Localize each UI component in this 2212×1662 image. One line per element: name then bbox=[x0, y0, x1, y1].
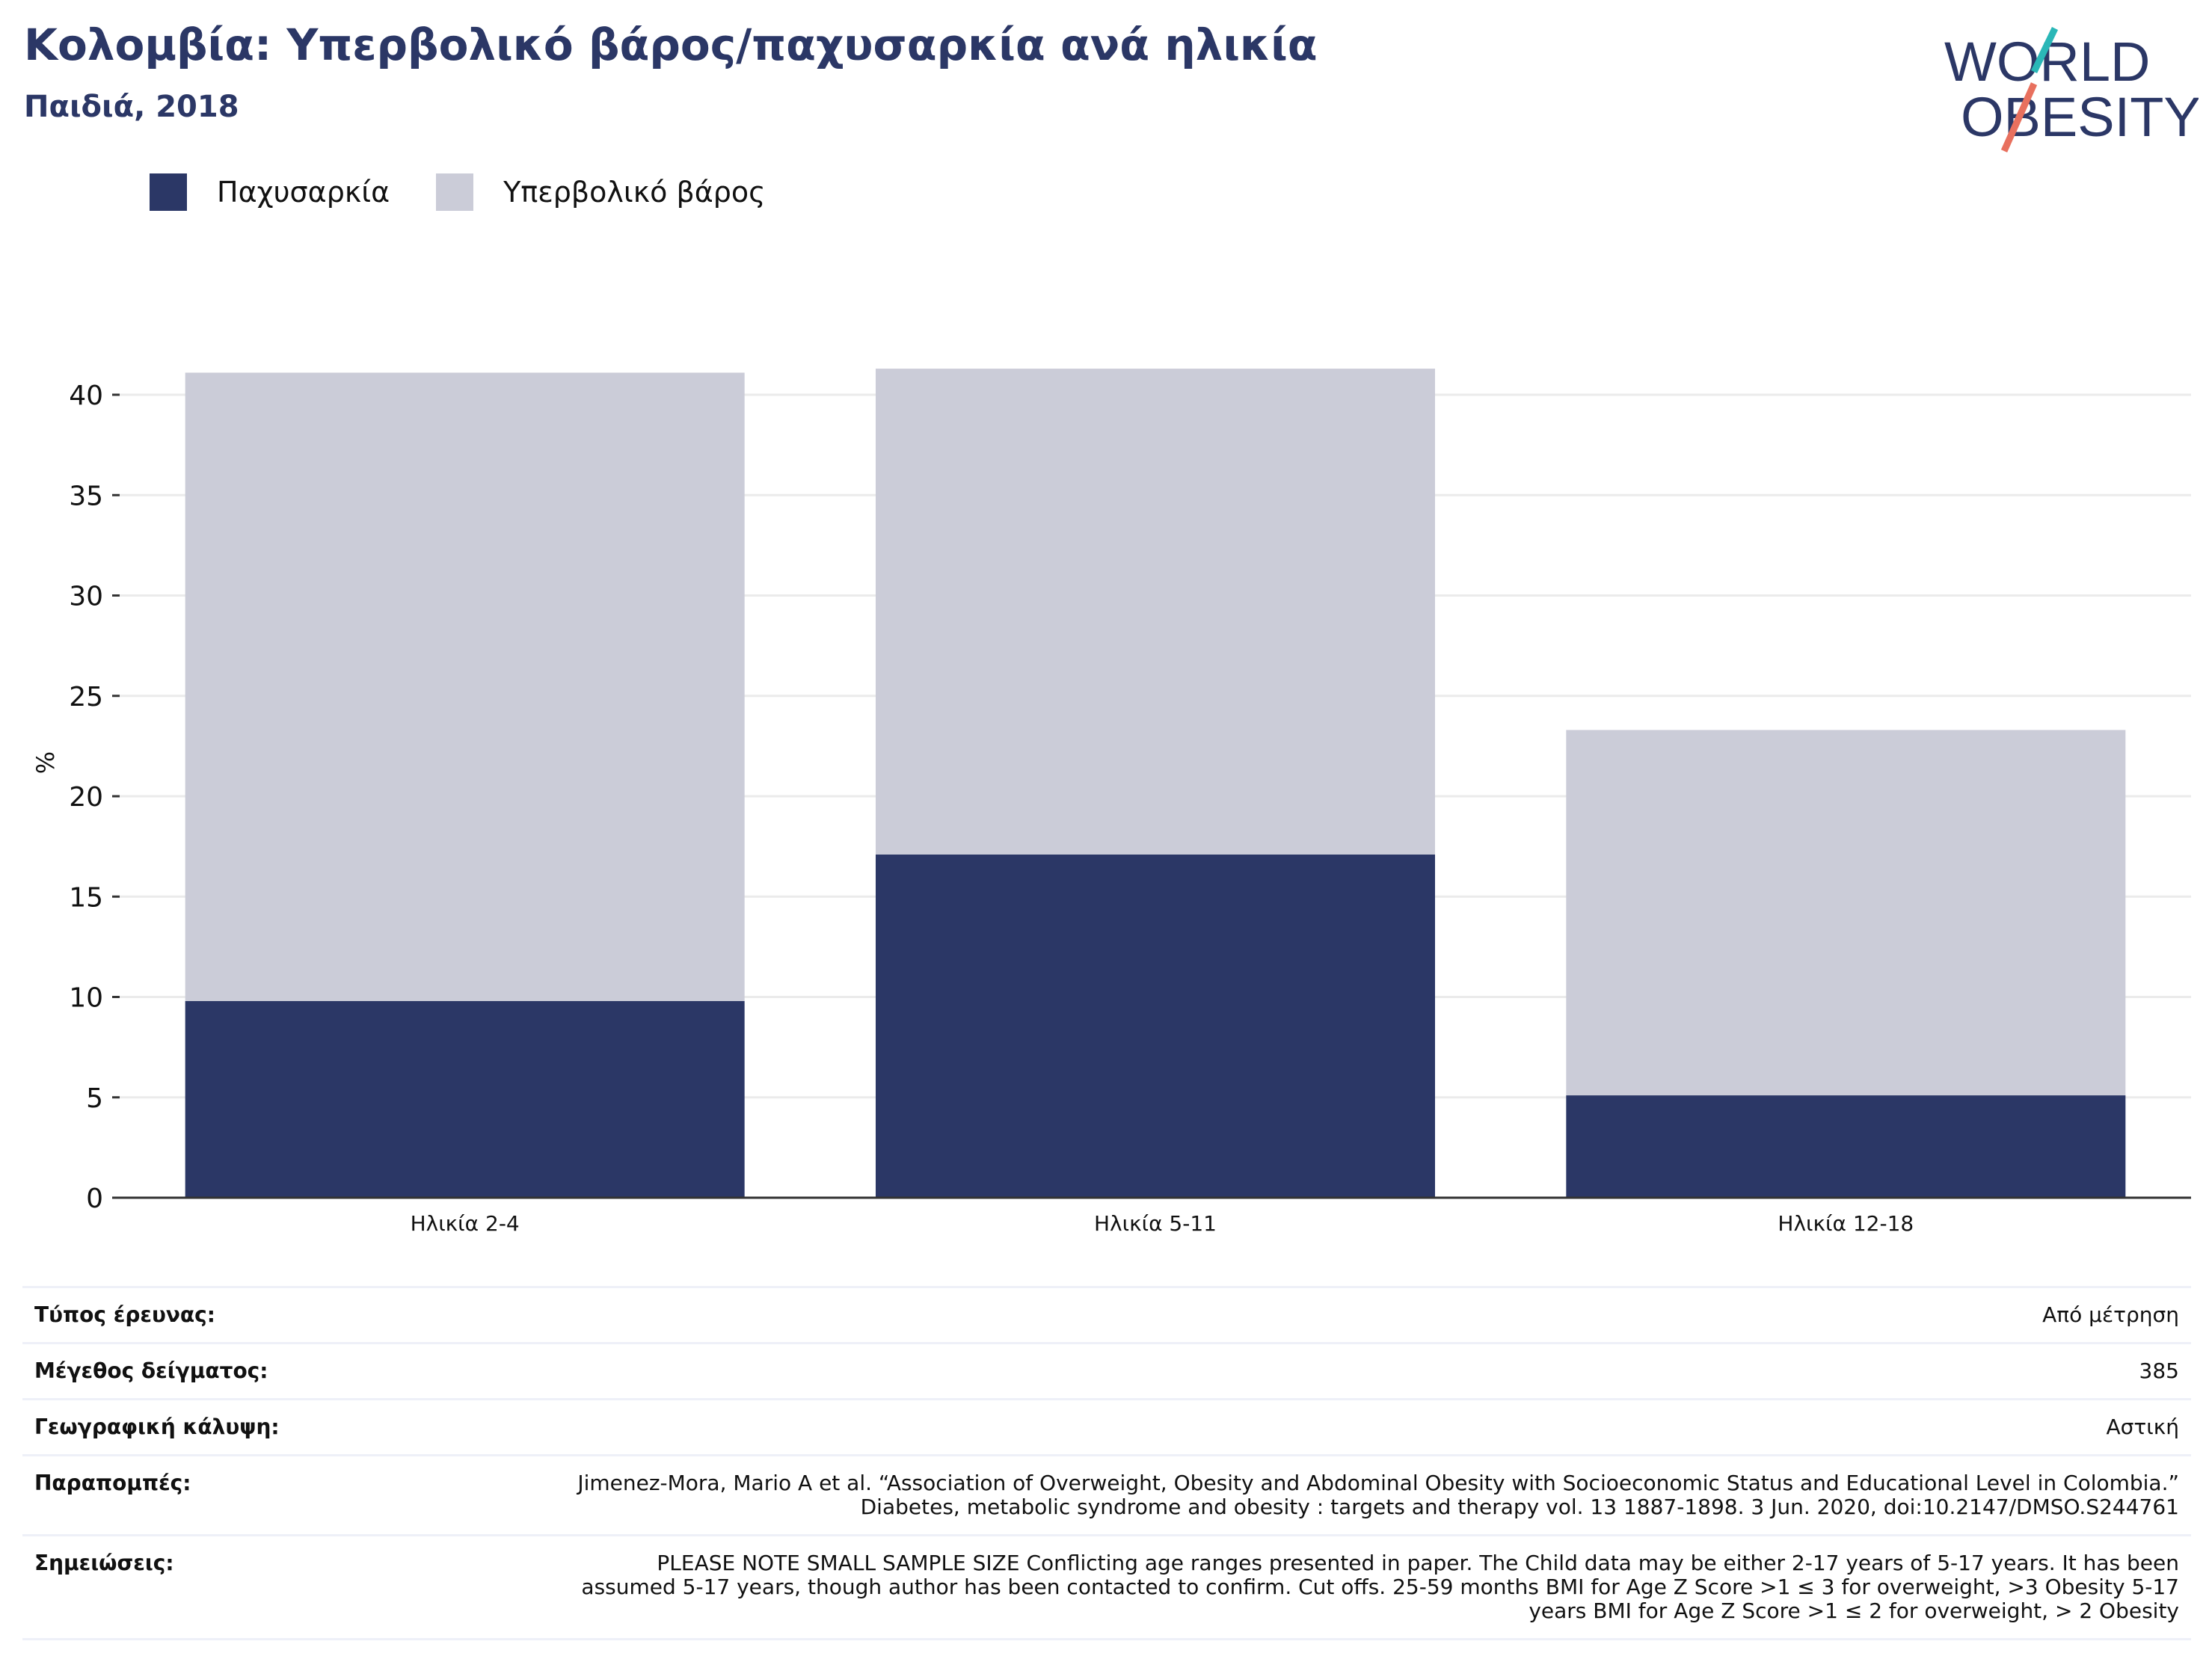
legend-swatch-obesity bbox=[150, 173, 187, 211]
info-row: Σημειώσεις: PLEASE NOTE SMALL SAMPLE SIZE… bbox=[22, 1534, 2191, 1640]
world-obesity-logo: WORLD OBESITY bbox=[1944, 27, 2199, 153]
y-tick-label: 30 bbox=[69, 582, 103, 612]
info-label: Τύπος έρευνας: bbox=[34, 1302, 215, 1327]
logo-slash-coral bbox=[2000, 82, 2038, 153]
survey-info-table: Τύπος έρευνας: Από μέτρηση Μέγεθος δείγματ… bbox=[22, 1286, 2191, 1640]
info-value: Jimenez-Mora, Mario A et al. “Associatio… bbox=[577, 1471, 2179, 1519]
logo-slash-teal bbox=[2030, 27, 2059, 73]
y-tick-label: 0 bbox=[86, 1184, 103, 1214]
x-tick-label: Ηλικία 2-4 bbox=[411, 1211, 520, 1236]
bar-overweight-1 bbox=[185, 372, 745, 1001]
info-row: Παραπομπές: Jimenez-Mora, Mario A et al. … bbox=[22, 1454, 2191, 1534]
chart-title: Κολομβία: Υπερβολικό βάρος/παχυσαρκία αν… bbox=[24, 19, 1318, 70]
x-tick-label: Ηλικία 12-18 bbox=[1778, 1211, 1914, 1236]
chart-legend: Παχυσαρκία Υπερβολικό βάρος bbox=[150, 173, 811, 211]
info-label: Σημειώσεις: bbox=[34, 1551, 174, 1575]
info-label: Παραπομπές: bbox=[34, 1471, 191, 1495]
y-tick-label: 5 bbox=[86, 1083, 103, 1114]
info-value: Αστική bbox=[2106, 1415, 2179, 1439]
legend-label-overweight: Υπερβολικό βάρος bbox=[503, 176, 766, 209]
y-tick-label: 25 bbox=[69, 682, 103, 712]
y-tick-label: 35 bbox=[69, 481, 103, 511]
chart-subtitle: Παιδιά, 2018 bbox=[24, 90, 239, 124]
info-row: Μέγεθος δείγματος: 385 bbox=[22, 1342, 2191, 1398]
info-value: PLEASE NOTE SMALL SAMPLE SIZE Conflictin… bbox=[581, 1551, 2179, 1623]
y-tick-label: 15 bbox=[69, 882, 103, 913]
bar-obesity-3 bbox=[1566, 1095, 2126, 1198]
info-label: Μέγεθος δείγματος: bbox=[34, 1358, 268, 1383]
y-tick-label: 10 bbox=[69, 983, 103, 1014]
legend-item-overweight[interactable]: Υπερβολικό βάρος bbox=[436, 173, 765, 211]
bar-obesity-2 bbox=[876, 854, 1435, 1198]
bar-overweight-2 bbox=[876, 369, 1435, 855]
bar-chart: 0 5 10 15 20 25 30 35 40% Ηλικία 2-4 Ηλικία 5-11 Ηλ… bbox=[31, 369, 2191, 1236]
y-tick-label: 40 bbox=[69, 381, 103, 411]
info-label: Γεωγραφική κάλυψη: bbox=[34, 1415, 280, 1439]
info-value: 385 bbox=[2139, 1358, 2179, 1383]
legend-swatch-overweight bbox=[436, 173, 474, 211]
x-tick-label: Ηλικία 5-11 bbox=[1094, 1211, 1217, 1236]
bar-overweight-3 bbox=[1566, 730, 2126, 1096]
info-value: Από μέτρηση bbox=[2042, 1302, 2179, 1327]
y-tick-label: 20 bbox=[69, 782, 103, 813]
y-axis-label: % bbox=[31, 751, 60, 774]
legend-item-obesity[interactable]: Παχυσαρκία bbox=[150, 173, 390, 211]
legend-label-obesity: Παχυσαρκία bbox=[217, 176, 390, 209]
info-row: Τύπος έρευνας: Από μέτρηση bbox=[22, 1286, 2191, 1342]
info-row: Γεωγραφική κάλυψη: Αστική bbox=[22, 1398, 2191, 1454]
bar-obesity-1 bbox=[185, 1000, 745, 1198]
logo-line2: OBESITY bbox=[1961, 86, 2199, 148]
